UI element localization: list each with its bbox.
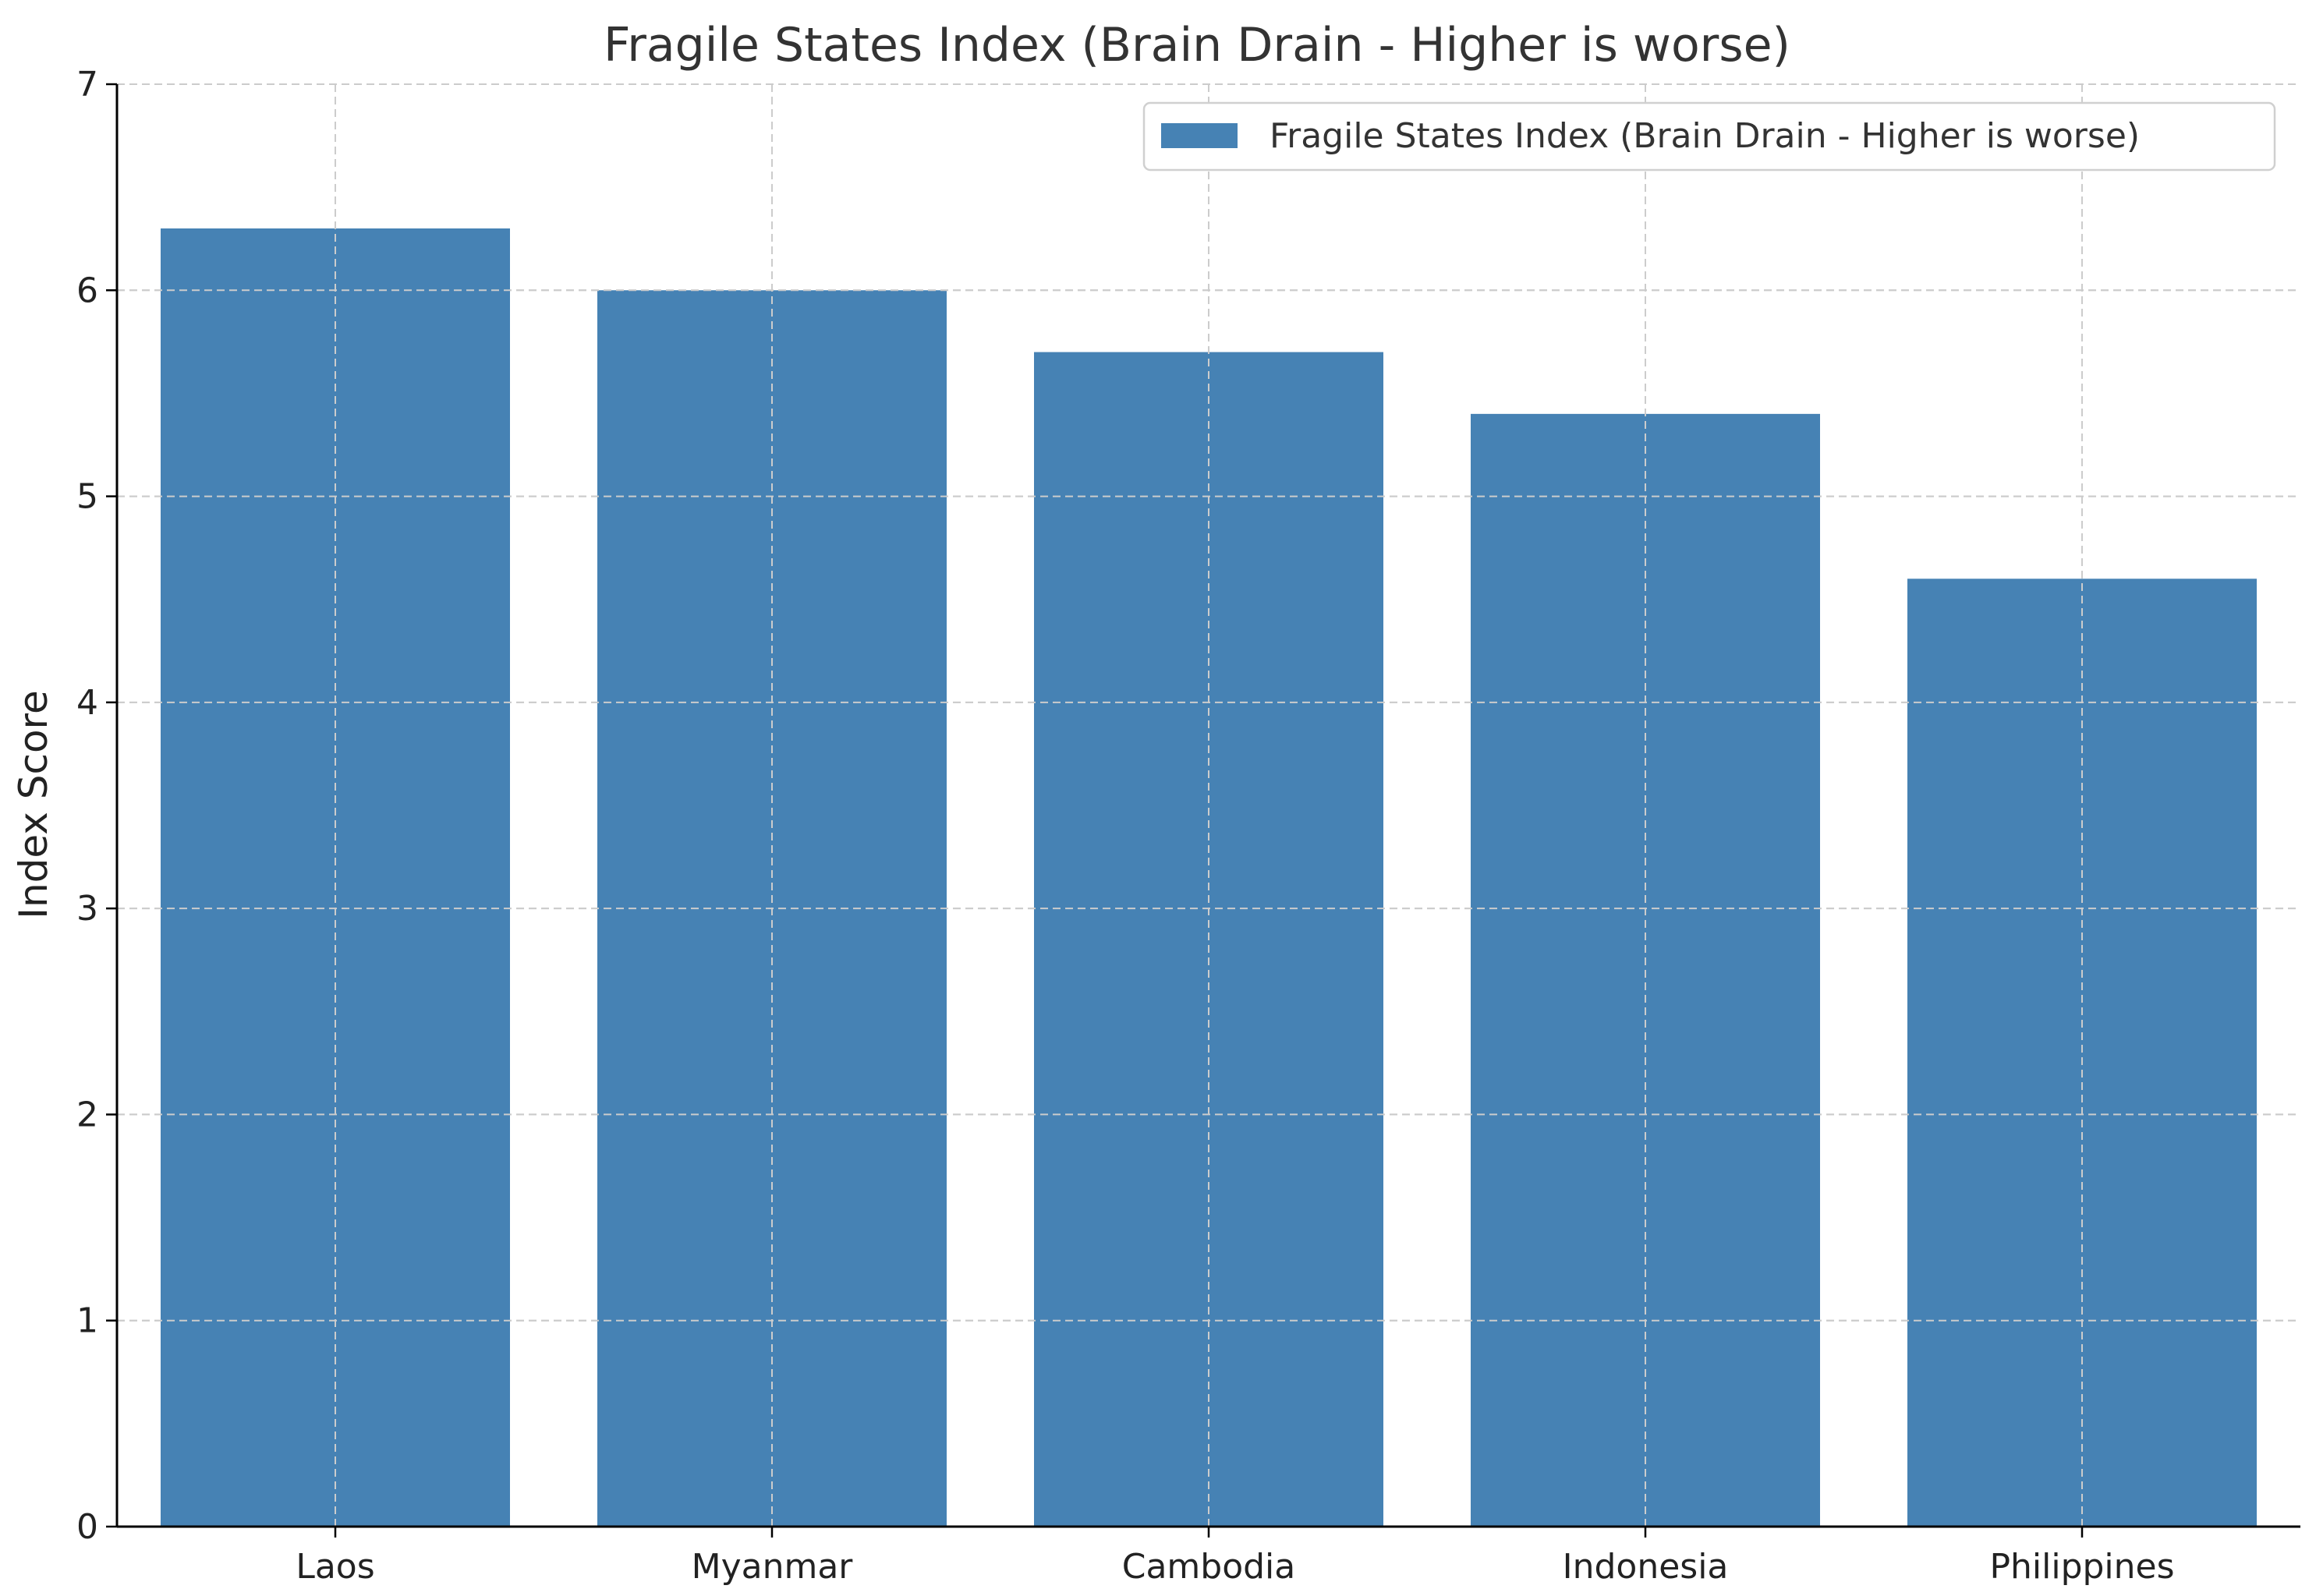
y-tick-label: 5 xyxy=(76,477,98,517)
legend-swatch xyxy=(1161,123,1238,148)
y-tick-label: 6 xyxy=(76,271,98,310)
legend: Fragile States Index (Brain Drain - High… xyxy=(1142,101,2276,172)
axes xyxy=(106,83,2300,1538)
x-tick-label-philippines: Philippines xyxy=(1989,1547,2174,1587)
x-tick-labels: Laos Myanmar Cambodia Indonesia Philippines xyxy=(296,1547,2174,1587)
y-tick-label: 1 xyxy=(76,1301,98,1341)
y-axis-label: Index Score xyxy=(11,690,56,919)
x-tick-label-indonesia: Indonesia xyxy=(1563,1547,1729,1587)
bars xyxy=(117,83,2300,1527)
y-tick-labels: 0 1 2 3 4 5 6 7 xyxy=(76,65,98,1547)
y-tick-label: 3 xyxy=(76,889,98,929)
x-tick-label-cambodia: Cambodia xyxy=(1122,1547,1296,1587)
legend-label: Fragile States Index (Brain Drain - High… xyxy=(1270,116,2140,156)
y-tick-label: 4 xyxy=(76,683,98,723)
x-tick-label-laos: Laos xyxy=(296,1547,374,1587)
y-tick-label: 0 xyxy=(76,1507,98,1547)
chart-title: Fragile States Index (Brain Drain - High… xyxy=(604,18,1790,73)
y-tick-label: 2 xyxy=(76,1095,98,1134)
x-tick-label-myanmar: Myanmar xyxy=(692,1547,854,1587)
legend-box xyxy=(1142,101,2276,172)
y-tick-label: 7 xyxy=(76,65,98,104)
